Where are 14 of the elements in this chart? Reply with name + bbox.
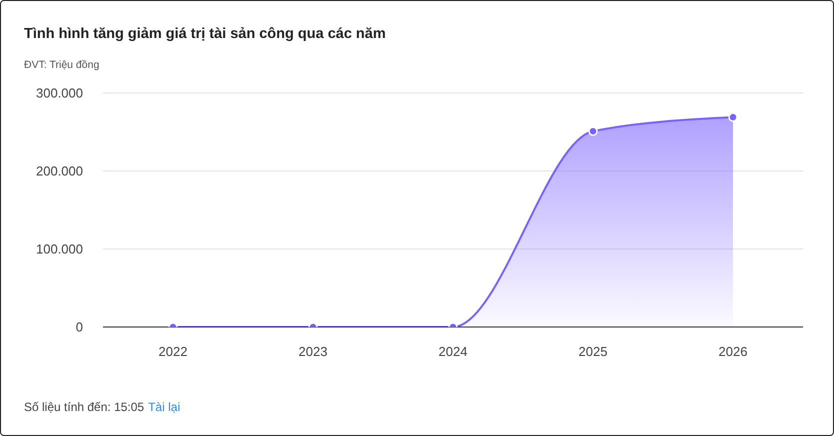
- x-tick-label: 2024: [438, 344, 468, 360]
- y-tick-label: 200.000: [36, 164, 83, 179]
- text: Tài lại: [148, 400, 180, 414]
- point: [728, 112, 738, 122]
- text: Số liệu tính đến: 15:05: [24, 400, 144, 414]
- y-tick-label: 0: [76, 320, 83, 335]
- chart-subtitle: ĐVT: Triệu đồng: [24, 59, 100, 71]
- x-tick-label: 2022: [158, 344, 188, 360]
- x-tick-label: 2025: [578, 344, 608, 360]
- x-tick-label: 2023: [298, 344, 328, 360]
- x-tick-label: 2026: [718, 344, 748, 360]
- chart-title: Tình hình tăng giảm giá trị tài sản công qua các năm: [24, 26, 386, 42]
- y-tick-label: 300.000: [36, 86, 83, 101]
- y-tick-label: 100.000: [36, 242, 83, 257]
